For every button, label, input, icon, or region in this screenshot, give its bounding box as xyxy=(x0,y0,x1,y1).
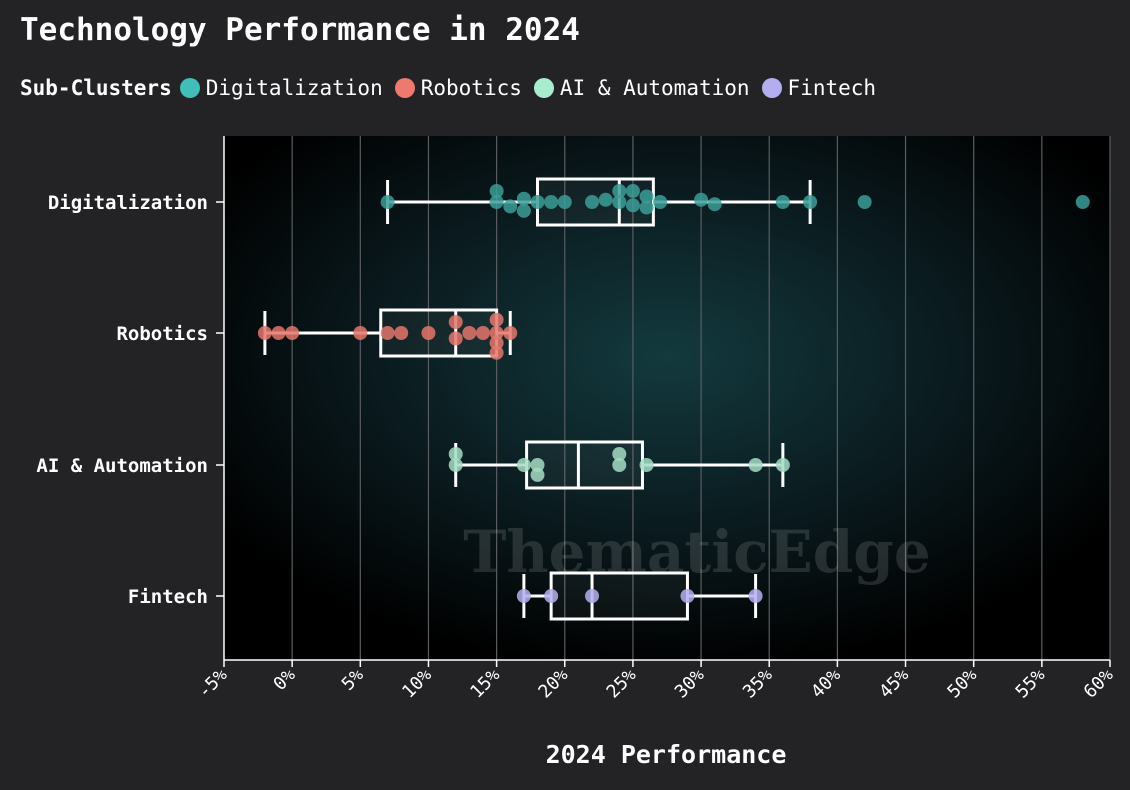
data-point xyxy=(516,191,531,206)
data-point xyxy=(448,331,463,346)
data-point xyxy=(271,326,286,340)
data-point xyxy=(707,197,722,212)
data-point xyxy=(285,326,300,340)
data-point xyxy=(516,203,531,218)
x-tick-label: 5% xyxy=(338,665,368,695)
data-point xyxy=(530,458,545,472)
data-point xyxy=(544,195,559,209)
data-point xyxy=(857,195,872,209)
data-point xyxy=(530,195,545,209)
data-point xyxy=(530,467,545,482)
data-point xyxy=(598,192,613,207)
legend-item-fintech[interactable]: Fintech xyxy=(761,76,877,100)
legend-swatch xyxy=(394,78,415,98)
x-tick-label: 50% xyxy=(943,665,981,703)
data-point xyxy=(516,458,531,472)
data-point xyxy=(625,198,640,213)
data-point xyxy=(803,195,818,209)
data-point xyxy=(612,458,627,472)
y-tick-label: AI & Automation xyxy=(36,455,208,477)
data-point xyxy=(489,326,504,340)
data-point xyxy=(489,195,504,209)
y-tick-label: Digitalization xyxy=(48,192,208,214)
data-point xyxy=(612,184,627,198)
watermark-text: ThematicEdge xyxy=(463,518,931,586)
x-tick-label: 45% xyxy=(875,665,913,703)
x-tick-label: 25% xyxy=(603,665,641,703)
legend-item-digitalization[interactable]: Digitalization xyxy=(179,76,383,100)
data-point xyxy=(394,326,409,340)
legend-label: AI & Automation xyxy=(559,76,750,100)
data-point xyxy=(448,458,463,472)
data-point xyxy=(353,326,368,340)
legend-item-ai-automation[interactable]: AI & Automation xyxy=(533,76,750,100)
data-point xyxy=(489,312,504,327)
x-tick-label: 30% xyxy=(671,665,709,703)
data-point xyxy=(585,589,600,603)
data-point xyxy=(380,326,395,340)
data-point xyxy=(448,315,463,329)
data-point xyxy=(585,195,600,209)
data-point xyxy=(489,345,504,360)
data-point xyxy=(257,326,272,340)
x-axis-title: 2024 Performance xyxy=(546,740,787,769)
data-point xyxy=(748,589,763,603)
legend: Sub-Clusters Digitalization Robotics AI … xyxy=(20,76,888,100)
x-tick-label: 40% xyxy=(807,665,845,703)
x-tick-label: 60% xyxy=(1080,665,1118,703)
data-point xyxy=(775,458,790,472)
data-point xyxy=(475,326,490,340)
data-point xyxy=(694,192,709,207)
y-tick-label: Robotics xyxy=(116,323,208,345)
y-tick-label: Fintech xyxy=(128,586,208,608)
x-tick-label: 20% xyxy=(534,665,572,703)
data-point xyxy=(503,199,518,214)
data-point xyxy=(1075,195,1090,209)
data-point xyxy=(462,326,477,340)
legend-label: Fintech xyxy=(787,76,877,100)
data-point xyxy=(653,195,668,209)
data-point xyxy=(639,458,654,472)
data-point xyxy=(489,184,504,198)
data-point xyxy=(380,195,395,209)
legend-swatch xyxy=(761,78,782,98)
data-point xyxy=(625,184,640,198)
data-point xyxy=(748,458,763,472)
data-point xyxy=(639,189,654,204)
legend-swatch xyxy=(533,78,554,98)
data-point xyxy=(612,447,627,461)
box-iqr xyxy=(549,571,689,621)
legend-title: Sub-Clusters xyxy=(20,76,172,100)
chart-title: Technology Performance in 2024 xyxy=(20,12,580,48)
data-point xyxy=(448,447,463,461)
legend-label: Digitalization xyxy=(205,76,383,100)
data-point xyxy=(639,200,654,215)
data-point xyxy=(489,335,504,350)
data-point xyxy=(612,195,627,209)
data-point xyxy=(775,195,790,209)
legend-item-robotics[interactable]: Robotics xyxy=(394,76,522,100)
x-tick-label: 10% xyxy=(398,665,436,703)
x-tick-label: -5% xyxy=(194,665,232,703)
data-point xyxy=(680,589,695,603)
data-point xyxy=(516,589,531,603)
data-point xyxy=(421,326,436,340)
x-tick-label: 0% xyxy=(270,665,300,695)
x-tick-label: 55% xyxy=(1012,665,1050,703)
legend-label: Robotics xyxy=(420,76,522,100)
x-tick-label: 35% xyxy=(739,665,777,703)
data-point xyxy=(544,589,559,603)
data-point xyxy=(557,195,572,209)
legend-swatch xyxy=(179,78,200,98)
data-point xyxy=(503,326,518,340)
x-tick-label: 15% xyxy=(466,665,504,703)
